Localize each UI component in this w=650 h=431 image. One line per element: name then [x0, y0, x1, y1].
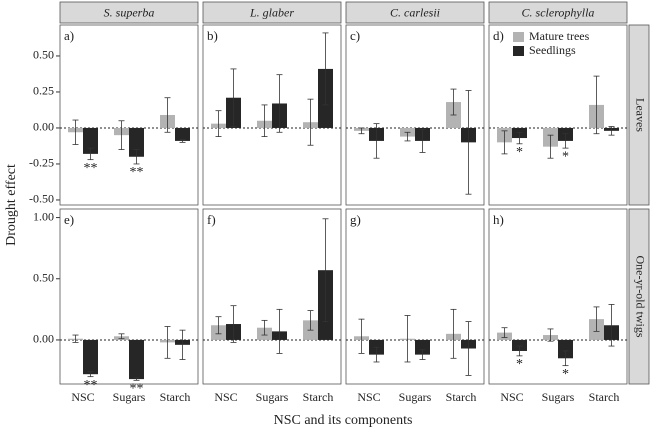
column-label: C. carlesii [390, 5, 440, 19]
legend-label: Seedlings [529, 43, 576, 57]
significance-label: * [562, 367, 569, 382]
panel-tag: a) [64, 28, 74, 43]
row-label: Leaves [633, 98, 647, 132]
row-label: One-yr-old twigs [633, 255, 647, 337]
bar [558, 339, 573, 359]
significance-label: ** [130, 382, 144, 397]
x-tick-label: Sugars [542, 390, 575, 404]
y-tick-label: 0.00 [33, 120, 54, 134]
y-tick-label: 1.00 [33, 209, 54, 223]
legend-label: Mature trees [529, 29, 590, 43]
y-tick-label: -0.50 [29, 192, 54, 206]
column-label: S. superba [104, 5, 155, 19]
bar [175, 127, 190, 141]
panel-tag: g) [350, 212, 361, 227]
x-axis-label: NSC and its components [274, 413, 413, 428]
bar [415, 339, 430, 355]
bar [129, 339, 144, 380]
x-tick-label: Sugars [256, 390, 289, 404]
bar [512, 339, 527, 351]
bar [129, 127, 144, 157]
panel-tag: b) [207, 28, 218, 43]
x-tick-label: NSC [357, 390, 380, 404]
x-tick-label: NSC [500, 390, 523, 404]
panel [345, 208, 485, 385]
y-tick-label: -0.25 [29, 156, 54, 170]
significance-label: * [562, 149, 569, 164]
strip [488, 1, 628, 24]
strip [345, 1, 485, 24]
bar [83, 339, 98, 375]
strip [59, 1, 199, 24]
significance-label: * [516, 357, 523, 372]
significance-label: ** [130, 165, 144, 180]
panel-tag: f) [207, 212, 216, 227]
significance-label: * [516, 145, 523, 160]
legend-swatch [513, 32, 524, 42]
x-tick-label: Sugars [113, 390, 146, 404]
strip [202, 1, 342, 24]
y-tick-label: 0.50 [33, 48, 54, 62]
x-tick-label: Starch [589, 390, 620, 404]
panel-tag: d) [493, 28, 504, 43]
column-label: L. glaber [249, 5, 294, 19]
x-tick-label: NSC [214, 390, 237, 404]
x-tick-label: NSC [71, 390, 94, 404]
panel-tag: c) [350, 28, 360, 43]
x-tick-label: Starch [160, 390, 191, 404]
y-tick-label: 0.00 [33, 332, 54, 346]
y-tick-label: 0.50 [33, 271, 54, 285]
y-tick-label: 0.25 [33, 84, 54, 98]
x-tick-label: Starch [303, 390, 334, 404]
y-axis-label: Drought effect [4, 164, 19, 246]
strip [628, 208, 650, 385]
panel-tag: e) [64, 212, 74, 227]
significance-label: ** [84, 161, 98, 176]
significance-label: ** [84, 378, 98, 393]
x-tick-label: Sugars [399, 390, 432, 404]
x-tick-label: Starch [446, 390, 477, 404]
strip [628, 24, 650, 206]
panel [345, 24, 485, 206]
column-label: C. sclerophylla [522, 5, 595, 19]
bar [83, 127, 98, 154]
panel-tag: h) [493, 212, 504, 227]
legend-swatch [513, 46, 524, 56]
